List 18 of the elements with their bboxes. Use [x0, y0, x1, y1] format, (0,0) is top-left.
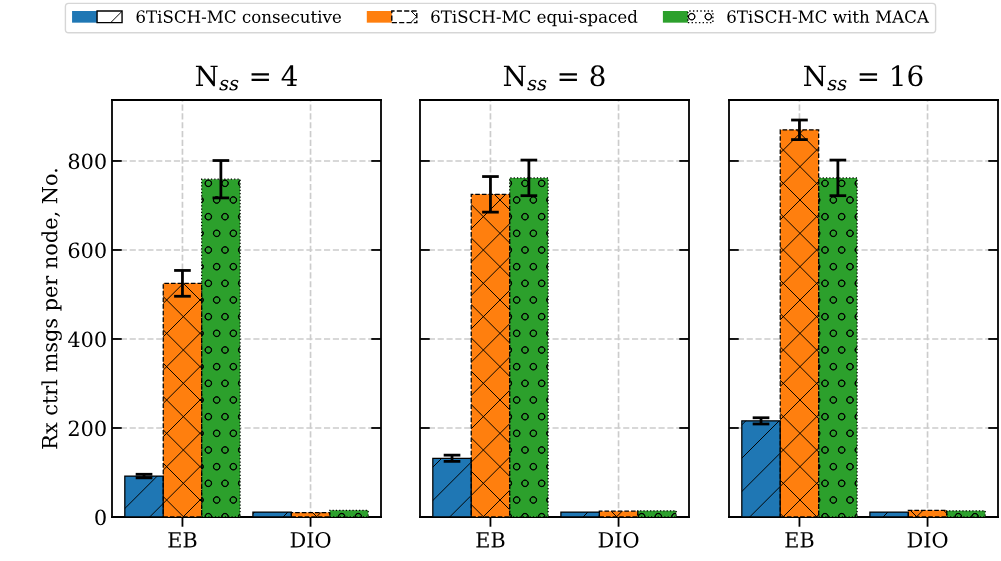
x-tick-label: DIO: [290, 531, 331, 548]
x-tick-label: EB: [168, 532, 197, 548]
x-tick-label: EB: [476, 532, 505, 548]
chart-title: N$_{ss}$ = 4: [195, 65, 297, 91]
x-tick-label: EB: [785, 532, 814, 548]
x-tick-label: DIO: [907, 531, 948, 548]
y-tick-label: 0: [95, 509, 106, 526]
legend-label: 6TiSCH-MC consecutive: [136, 10, 341, 23]
y-tick-label: 400: [68, 331, 106, 348]
x-tick-label: DIO: [598, 531, 639, 548]
y-tick-label: 600: [68, 242, 106, 259]
chart-title: N$_{ss}$ = 16: [804, 65, 923, 91]
chart-title: N$_{ss}$ = 8: [503, 65, 605, 91]
legend-label: 6TiSCH-MC equi-spaced: [431, 10, 638, 27]
y-tick-label: 200: [68, 420, 106, 437]
y-axis-title: Rx ctrl msgs per node, No.: [41, 169, 62, 449]
y-tick-label: 800: [68, 153, 106, 170]
legend-label: 6TiSCH-MC with MACA: [727, 10, 930, 23]
